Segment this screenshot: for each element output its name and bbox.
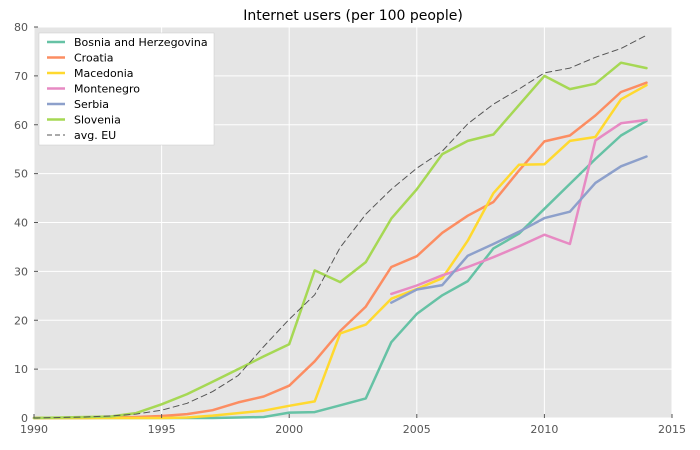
axis-ticks: 1990 1995 2000 2005 2010 2015 0 10 20 30 40 50 60 70 8…: [14, 21, 686, 436]
y-tick-label: 50: [14, 168, 28, 181]
y-tick-label: 20: [14, 314, 28, 327]
legend: Bosnia and Herzegovina Croatia Macedonia Mo…: [38, 32, 215, 146]
series-line-slovenia: [32, 61, 648, 420]
legend-label: Montenegro: [74, 83, 140, 96]
x-tick-label: 1995: [148, 423, 176, 436]
legend-label: Serbia: [74, 98, 109, 111]
series-layer: [32, 34, 648, 420]
y-tick-label: 70: [14, 70, 28, 83]
x-tick-label: 2005: [403, 423, 431, 436]
legend-label: Slovenia: [74, 114, 121, 127]
series-line-serbia: [390, 155, 648, 304]
chart-title: Internet users (per 100 people): [243, 8, 463, 24]
legend-box: [38, 32, 215, 146]
y-tick-label: 40: [14, 217, 28, 230]
y-tick-label: 30: [14, 265, 28, 278]
x-tick-label: 2010: [530, 423, 558, 436]
legend-label: Bosnia and Herzegovina: [74, 36, 208, 49]
y-tick-label: 60: [14, 119, 28, 132]
x-tick-label: 2015: [658, 423, 686, 436]
legend-label: Croatia: [74, 52, 114, 65]
legend-label: Macedonia: [74, 67, 134, 80]
y-tick-label: 80: [14, 21, 28, 34]
series-line-avg-eu: [33, 34, 647, 419]
series-line-macedonia: [32, 83, 648, 420]
y-tick-label: 0: [21, 412, 28, 425]
y-tick-label: 10: [14, 363, 28, 376]
x-tick-label: 1990: [20, 423, 48, 436]
series-line-montenegro: [390, 118, 648, 296]
legend-label: avg. EU: [74, 129, 116, 142]
x-tick-label: 2000: [275, 423, 303, 436]
